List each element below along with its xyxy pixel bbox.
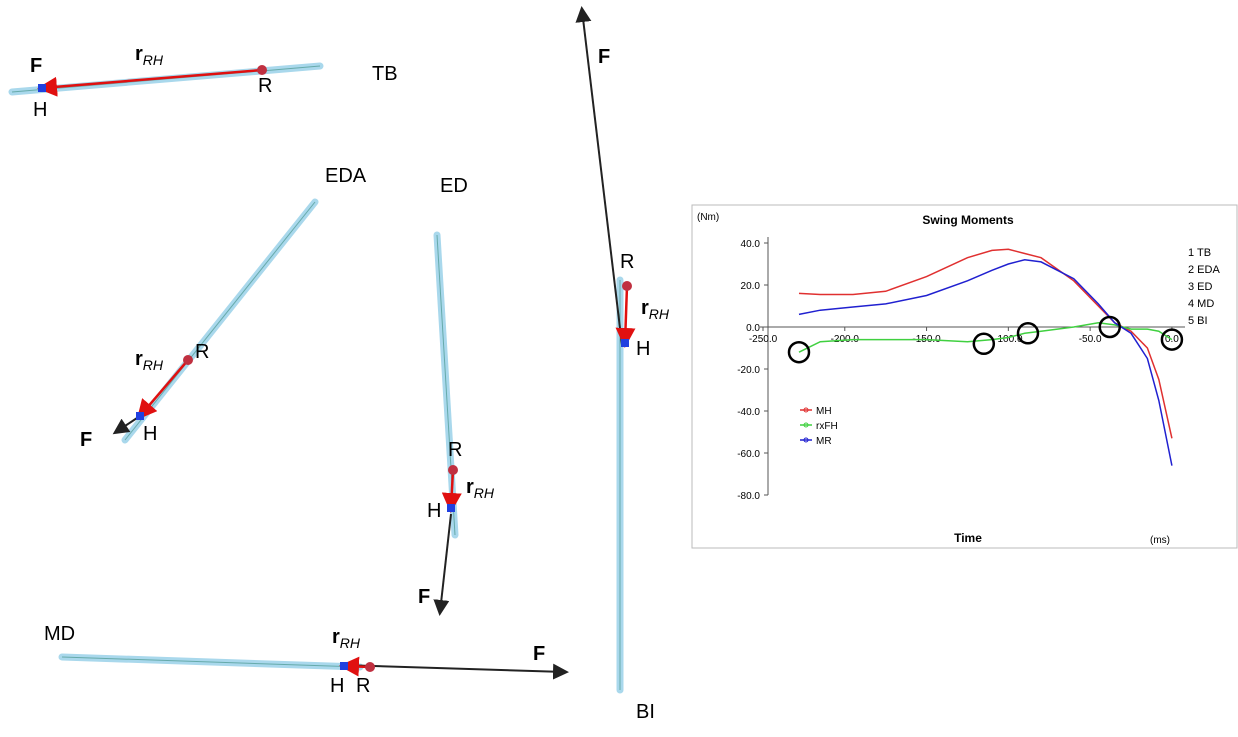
phase-label: 4 MD (1188, 298, 1214, 310)
r-label: rRH (135, 43, 164, 68)
y-tick-label: 40.0 (741, 239, 761, 250)
r-point (622, 281, 632, 291)
r-subscript: RH (474, 485, 495, 501)
r-label: rRH (332, 626, 361, 651)
y-tick-label: 20.0 (741, 281, 761, 292)
force-label: F (418, 586, 430, 608)
h-point (340, 662, 348, 670)
force-label: F (80, 429, 92, 451)
chart-frame (692, 205, 1237, 548)
release-label: R (258, 75, 272, 97)
h-point (621, 339, 629, 347)
y-tick-label: -80.0 (737, 491, 760, 502)
x-tick-label: -250.0 (749, 334, 778, 345)
release-label: R (620, 251, 634, 273)
r-subscript: RH (143, 52, 164, 68)
phase-label: 5 BI (1188, 315, 1208, 327)
legend-label: MR (816, 436, 832, 447)
r-arrow (625, 286, 627, 343)
club-shaft-edge (125, 202, 315, 440)
r-point (365, 662, 375, 672)
y-tick-label: 0.0 (746, 323, 760, 334)
h-point (136, 412, 144, 420)
r-label: rRH (466, 476, 495, 501)
r-subscript: RH (340, 635, 361, 651)
y-tick-label: -20.0 (737, 365, 760, 376)
release-label: R (195, 341, 209, 363)
force-arrow (440, 514, 451, 612)
hand-label: H (330, 675, 344, 697)
legend-label: rxFH (816, 421, 838, 432)
x-tick-label: -50.0 (1079, 334, 1102, 345)
phase-label: 2 EDA (1188, 264, 1220, 276)
h-point (447, 504, 455, 512)
hand-label: H (427, 500, 441, 522)
force-label: F (30, 55, 42, 77)
figure: TBFrRHHREDAFrRHHREDFrRHHRMDFrRHHRBIFrRHH… (0, 0, 1238, 737)
r-subscript: RH (649, 306, 670, 322)
r-label: rRH (641, 297, 670, 322)
y-tick-label: -60.0 (737, 449, 760, 460)
r-point (183, 355, 193, 365)
r-point (448, 465, 458, 475)
club-label: TB (372, 63, 398, 85)
force-label: F (533, 643, 545, 665)
r-label: rRH (135, 348, 164, 373)
y-tick-label: -40.0 (737, 407, 760, 418)
phase-label: 3 ED (1188, 281, 1213, 293)
club-label: EDA (325, 165, 367, 187)
release-label: R (356, 675, 370, 697)
x-axis-unit: (ms) (1150, 535, 1170, 546)
x-axis-label: Time (954, 531, 982, 545)
h-point (38, 84, 46, 92)
force-label: F (598, 46, 610, 68)
legend-label: MH (816, 406, 832, 417)
release-label: R (448, 439, 462, 461)
phase-label: 1 TB (1188, 247, 1211, 259)
y-axis-label: (Nm) (697, 212, 719, 223)
club-label: BI (636, 701, 655, 723)
hand-label: H (636, 338, 650, 360)
hand-label: H (143, 423, 157, 445)
hand-label: H (33, 99, 47, 121)
club-label: MD (44, 623, 75, 645)
chart-title: Swing Moments (922, 213, 1014, 227)
r-arrow (42, 70, 262, 88)
club-label: ED (440, 175, 468, 197)
r-point (257, 65, 267, 75)
r-subscript: RH (143, 357, 164, 373)
